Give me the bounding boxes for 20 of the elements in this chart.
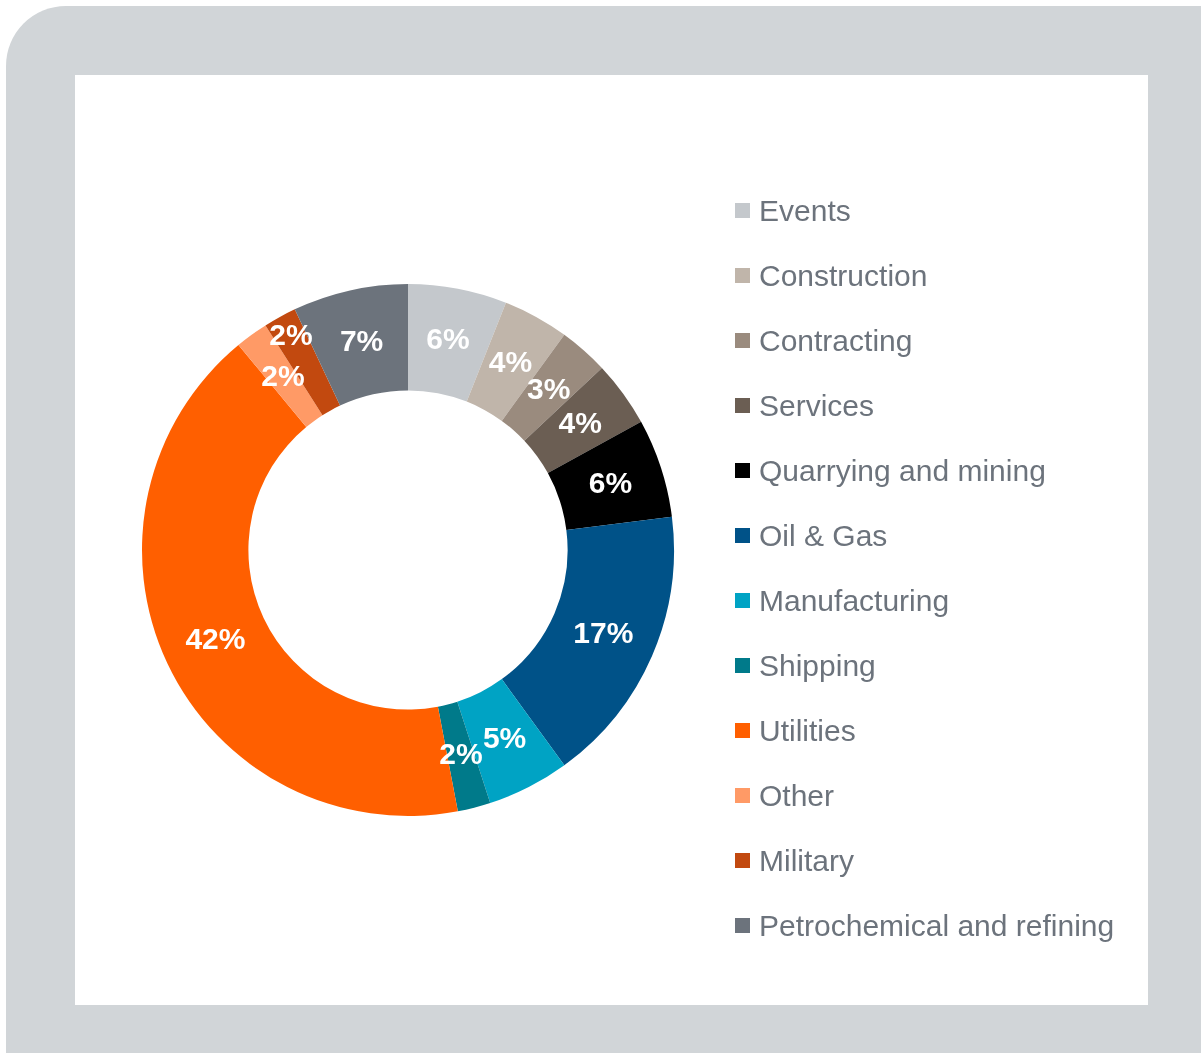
data-label: 42% (185, 621, 246, 655)
legend-label: Petrochemical and refining (759, 908, 1115, 943)
legend-label: Services (759, 388, 875, 423)
legend-label: Oil & Gas (759, 518, 888, 553)
data-label: 6% (426, 322, 470, 356)
legend-label: Events (759, 193, 851, 228)
legend-label: Construction (759, 258, 928, 293)
data-label: 7% (339, 323, 384, 357)
legend-label: Utilities (759, 713, 856, 748)
data-label: 5% (482, 720, 527, 754)
legend-label: Manufacturing (759, 583, 950, 618)
data-label: 2% (269, 318, 313, 352)
legend-label: Other (759, 778, 835, 813)
legend-label: Contracting (759, 323, 913, 358)
legend-label: Military (759, 843, 854, 878)
data-label: 6% (588, 465, 633, 499)
data-label: 4% (558, 406, 602, 440)
legend-label: Shipping (759, 648, 876, 683)
data-label: 17% (573, 615, 634, 649)
legend-label: Quarrying and mining (759, 453, 1046, 488)
